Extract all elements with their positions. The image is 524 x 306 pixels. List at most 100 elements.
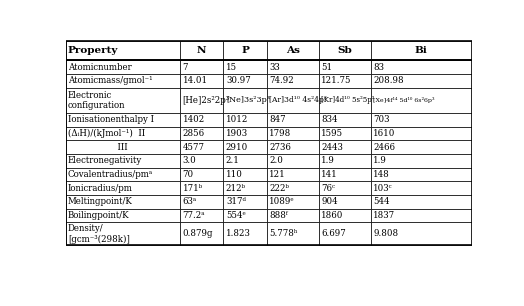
Bar [180,113,223,127]
Bar [180,209,223,222]
Text: [He]2s²2p³: [He]2s²2p³ [182,96,230,105]
Text: As: As [286,46,300,55]
Text: 1837: 1837 [373,211,396,220]
Text: 5.778ʰ: 5.778ʰ [269,230,298,238]
Text: N: N [197,46,206,55]
Bar [223,113,267,127]
Bar [66,209,180,222]
Text: 2.1: 2.1 [226,156,240,165]
Bar [371,181,472,195]
Text: Ionisationenthalpy I: Ionisationenthalpy I [68,115,154,125]
Text: 703: 703 [373,115,390,125]
Text: 212ᵇ: 212ᵇ [226,184,246,193]
Text: 1012: 1012 [226,115,248,125]
Bar [319,222,371,245]
Text: 1798: 1798 [269,129,292,138]
Text: 1.9: 1.9 [321,156,335,165]
Bar [319,181,371,195]
Text: 121.75: 121.75 [321,76,352,85]
Text: 2443: 2443 [321,143,343,152]
Bar [319,88,371,113]
Text: Sb: Sb [337,46,352,55]
Text: 1610: 1610 [373,129,396,138]
Bar [180,41,223,60]
Bar [267,222,319,245]
Text: Bi: Bi [415,46,428,55]
Text: 74.92: 74.92 [269,76,294,85]
Bar [180,154,223,168]
Text: 1595: 1595 [321,129,343,138]
Bar [371,74,472,88]
Bar [267,60,319,74]
Bar [223,74,267,88]
Bar [66,222,180,245]
Bar [319,209,371,222]
Bar [66,168,180,181]
Bar [371,41,472,60]
Bar [66,195,180,209]
Bar [267,209,319,222]
Text: 208.98: 208.98 [373,76,404,85]
Text: 6.697: 6.697 [321,230,346,238]
Text: 2466: 2466 [373,143,395,152]
Text: (ΔᵢH)/(kJmol⁻¹)  II: (ΔᵢH)/(kJmol⁻¹) II [68,129,145,138]
Text: 171ᵇ: 171ᵇ [182,184,203,193]
Text: Electronic
configuration: Electronic configuration [68,91,125,110]
Text: 2856: 2856 [182,129,204,138]
Bar [267,127,319,140]
Text: 83: 83 [373,63,384,72]
Text: 1860: 1860 [321,211,344,220]
Text: 0.879g: 0.879g [182,230,213,238]
Bar [223,140,267,154]
Text: Boilingpoint/K: Boilingpoint/K [68,211,129,220]
Text: Atomicmass/gmol⁻¹: Atomicmass/gmol⁻¹ [68,76,152,85]
Bar [66,154,180,168]
Bar [223,222,267,245]
Bar [371,195,472,209]
Bar [267,154,319,168]
Text: 1402: 1402 [182,115,205,125]
Text: 544: 544 [373,197,390,206]
Bar [223,154,267,168]
Bar [319,60,371,74]
Text: [Xe]4f¹⁴ 5d¹⁰ 6s²6p³: [Xe]4f¹⁴ 5d¹⁰ 6s²6p³ [373,97,435,103]
Text: Atomicnumber: Atomicnumber [68,63,132,72]
Bar [319,113,371,127]
Text: [Kr]4d¹⁰ 5s²5p³: [Kr]4d¹⁰ 5s²5p³ [321,96,375,104]
Bar [319,154,371,168]
Bar [371,60,472,74]
Text: 1.9: 1.9 [373,156,387,165]
Text: 2910: 2910 [226,143,248,152]
Text: 110: 110 [226,170,243,179]
Text: 33: 33 [269,63,280,72]
Bar [267,195,319,209]
Text: 14.01: 14.01 [182,76,208,85]
Text: Density/
[gcm⁻³(298k)]: Density/ [gcm⁻³(298k)] [68,224,130,244]
Text: [Ar]3d¹⁰ 4s²4p³: [Ar]3d¹⁰ 4s²4p³ [269,96,327,104]
Text: 148: 148 [373,170,390,179]
Text: 15: 15 [226,63,237,72]
Text: 834: 834 [321,115,338,125]
Bar [66,140,180,154]
Bar [180,181,223,195]
Bar [180,140,223,154]
Bar [66,41,472,245]
Text: P: P [241,46,249,55]
Text: Meltingpoint/K: Meltingpoint/K [68,197,133,206]
Text: 1089ᵉ: 1089ᵉ [269,197,295,206]
Bar [319,74,371,88]
Text: [Ne]3s²3p³: [Ne]3s²3p³ [226,96,270,104]
Text: 9.808: 9.808 [373,230,398,238]
Bar [223,195,267,209]
Bar [223,88,267,113]
Bar [371,222,472,245]
Bar [180,127,223,140]
Bar [371,168,472,181]
Bar [66,41,180,60]
Bar [223,127,267,140]
Text: III: III [68,143,127,152]
Bar [319,195,371,209]
Bar [180,168,223,181]
Text: 888ᶠ: 888ᶠ [269,211,288,220]
Text: 1903: 1903 [226,129,248,138]
